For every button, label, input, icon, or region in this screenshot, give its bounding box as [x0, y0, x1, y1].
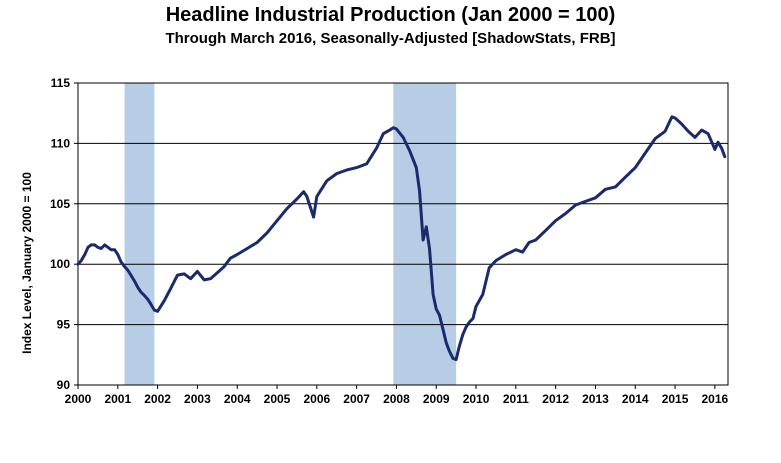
- series-line: [76, 115, 727, 362]
- chart-title: Headline Industrial Production (Jan 2000…: [165, 4, 616, 26]
- x-tick-label: 2014: [622, 392, 649, 406]
- x-tick-label: 2008: [383, 392, 410, 406]
- x-tick-label: 2015: [662, 392, 689, 406]
- x-tick-label: 2012: [542, 392, 569, 406]
- gridlines: [78, 142, 728, 326]
- plot-frame: [77, 82, 729, 386]
- y-tick-label: 100: [50, 257, 70, 271]
- y-tick-label: 95: [57, 318, 71, 332]
- x-tick-label: 2002: [144, 392, 171, 406]
- x-tick-label: 2016: [702, 392, 729, 406]
- x-tick-label: 2004: [224, 392, 251, 406]
- x-axis: 2000 2001 2002 2003 2004 2005 2006 2007 2008 2009…: [65, 385, 729, 406]
- y-axis-label: Index Level, January 2000 = 100: [20, 172, 34, 354]
- x-tick-label: 2010: [463, 392, 490, 406]
- y-tick-label: 105: [50, 197, 70, 211]
- recession-band-1: [124, 83, 155, 385]
- x-tick-label: 2006: [303, 392, 330, 406]
- x-tick-label: 2001: [104, 392, 131, 406]
- x-tick-label: 2007: [343, 392, 370, 406]
- x-tick-label: 2011: [503, 392, 529, 406]
- chart-subtitle: Through March 2016, Seasonally-Adjusted …: [165, 30, 616, 47]
- x-tick-label: 2009: [423, 392, 450, 406]
- x-tick-label: 2003: [184, 392, 211, 406]
- x-tick-label: 2013: [582, 392, 609, 406]
- y-tick-label: 110: [51, 136, 71, 150]
- x-tick-label: 2000: [65, 392, 92, 406]
- recession-bands: [124, 83, 457, 385]
- y-axis: 90 95 100 105 110 115: [50, 76, 78, 392]
- x-tick-label: 2005: [264, 392, 291, 406]
- y-tick-label: 115: [51, 76, 71, 90]
- y-tick-label: 90: [57, 378, 71, 392]
